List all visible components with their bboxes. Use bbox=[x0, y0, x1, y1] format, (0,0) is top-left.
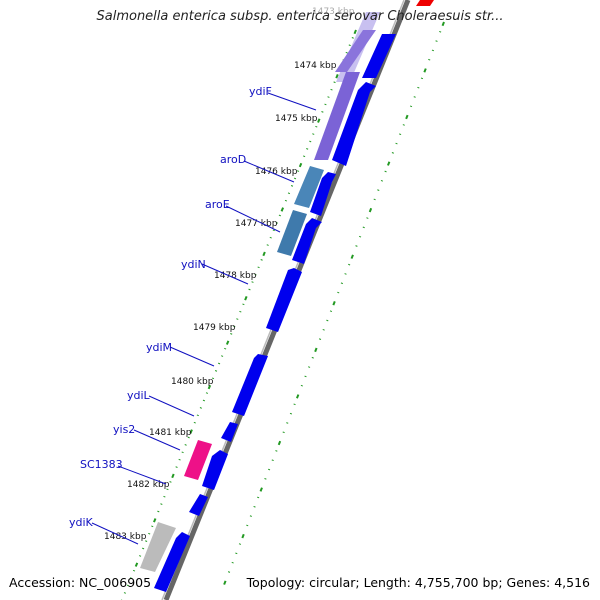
outer-tick-mark bbox=[332, 301, 336, 306]
gene-label-SC1383[interactable]: SC1383 bbox=[80, 458, 123, 471]
inner-tick-mark bbox=[134, 562, 139, 567]
gene-arrow-forward-1[interactable] bbox=[362, 34, 396, 78]
inner-tick-mark bbox=[335, 74, 339, 79]
inner-tick-mark bbox=[262, 251, 266, 257]
inner-tick-mark bbox=[207, 384, 212, 390]
gene-arrow-ydiL[interactable] bbox=[221, 422, 238, 442]
kbp-label-1482: 1482 kbp bbox=[127, 480, 170, 490]
gene-label-ydiN[interactable]: ydiN bbox=[181, 258, 206, 271]
leader-line-ydiL bbox=[148, 395, 195, 417]
kbp-label-1479: 1479 kbp bbox=[193, 323, 236, 333]
inner-tick-track bbox=[120, 29, 357, 600]
reverse-strand-genes bbox=[140, 12, 380, 572]
kbp-label-1481: 1481 kbp bbox=[149, 428, 192, 438]
kbp-label-1478: 1478 kbp bbox=[214, 271, 257, 281]
outer-tick-track bbox=[223, 21, 445, 585]
gene-arrow-forward-8[interactable] bbox=[202, 450, 228, 490]
outer-tick-mark bbox=[296, 394, 300, 399]
leader-line-yis2 bbox=[133, 429, 181, 451]
gene-label-aroE[interactable]: aroE bbox=[205, 198, 230, 211]
outer-tick-mark bbox=[241, 533, 245, 539]
gene-arrow-aroD[interactable] bbox=[294, 166, 324, 208]
outer-tick-mark bbox=[441, 21, 445, 27]
kbp-label-1474: 1474 kbp bbox=[294, 61, 337, 71]
gene-arrow-ydiM[interactable] bbox=[232, 354, 268, 416]
leader-line-aroD bbox=[243, 160, 295, 183]
inner-tick-mark bbox=[171, 473, 175, 479]
inner-tick-mark bbox=[280, 207, 285, 212]
partial-feature-top[interactable] bbox=[416, 0, 434, 6]
gene-arrow-SC1383[interactable] bbox=[189, 494, 208, 516]
outer-tick-mark bbox=[387, 161, 391, 166]
outer-tick-mark bbox=[350, 254, 354, 259]
leader-line-aroE bbox=[225, 205, 281, 233]
gene-label-ydiF[interactable]: ydiF bbox=[249, 85, 272, 98]
kbp-label-1477: 1477 kbp bbox=[235, 219, 278, 229]
gene-arrow-reverse-2[interactable] bbox=[335, 30, 376, 72]
gene-label-ydiL[interactable]: ydiL bbox=[127, 389, 151, 402]
leader-line-ydiK bbox=[91, 522, 139, 545]
gene-labels: ydiF aroD aroE ydiN ydiM ydiL yis2 SC138… bbox=[69, 85, 317, 545]
outer-tick-mark bbox=[423, 68, 427, 73]
inner-tick-mark bbox=[317, 118, 321, 123]
outer-tick-mark bbox=[368, 207, 373, 213]
leader-line-ydiM bbox=[169, 346, 215, 367]
gene-label-aroD[interactable]: aroD bbox=[220, 153, 246, 166]
gene-label-yis2[interactable]: yis2 bbox=[113, 423, 135, 436]
gene-arrow-yis2[interactable] bbox=[184, 440, 212, 480]
accession-text: Accession: NC_006905 bbox=[9, 575, 152, 590]
inner-tick-mark bbox=[298, 162, 303, 168]
outer-tick-mark bbox=[405, 114, 409, 120]
kbp-scale: 1473 kbp 1474 kbp 1475 kbp 1476 kbp 1477… bbox=[104, 7, 355, 542]
gene-arrow-forward-3[interactable] bbox=[310, 172, 336, 216]
gene-label-ydiK[interactable]: ydiK bbox=[69, 516, 94, 529]
forward-strand-genes bbox=[154, 34, 396, 592]
inner-tick-mark bbox=[353, 29, 357, 35]
outer-tick-mark bbox=[259, 487, 263, 492]
leader-line-SC1383 bbox=[117, 465, 167, 485]
gene-arrow-forward-2[interactable] bbox=[332, 82, 376, 166]
inner-tick-mark bbox=[244, 296, 248, 301]
gene-arrow-forward-4[interactable] bbox=[292, 218, 322, 264]
inner-tick-mark bbox=[225, 340, 230, 345]
outer-tick-mark bbox=[314, 347, 318, 353]
kbp-label-1480: 1480 kbp bbox=[171, 377, 214, 387]
gene-arrow-ydiN[interactable] bbox=[266, 268, 302, 332]
gene-label-ydiM[interactable]: ydiM bbox=[146, 341, 172, 354]
outer-tick-mark bbox=[223, 580, 227, 585]
leader-line-ydiN bbox=[201, 263, 249, 285]
kbp-label-1473: 1473 kbp bbox=[312, 7, 355, 17]
outer-tick-mark bbox=[277, 440, 282, 446]
kbp-label-1475: 1475 kbp bbox=[275, 114, 318, 124]
gene-arrow-ydiK[interactable] bbox=[154, 532, 190, 592]
inner-tick-mark bbox=[189, 429, 193, 434]
gene-arrow-aroE[interactable] bbox=[277, 210, 307, 256]
kbp-label-1476: 1476 kbp bbox=[255, 167, 298, 177]
gene-arrow-pseudo[interactable] bbox=[140, 522, 176, 572]
gene-arrow-ydiF[interactable] bbox=[314, 72, 360, 160]
kbp-label-1483: 1483 kbp bbox=[104, 532, 147, 542]
summary-text: Topology: circular; Length: 4,755,700 bp… bbox=[246, 575, 590, 590]
inner-tick-mark bbox=[153, 518, 157, 523]
leader-line-ydiF bbox=[267, 92, 317, 111]
